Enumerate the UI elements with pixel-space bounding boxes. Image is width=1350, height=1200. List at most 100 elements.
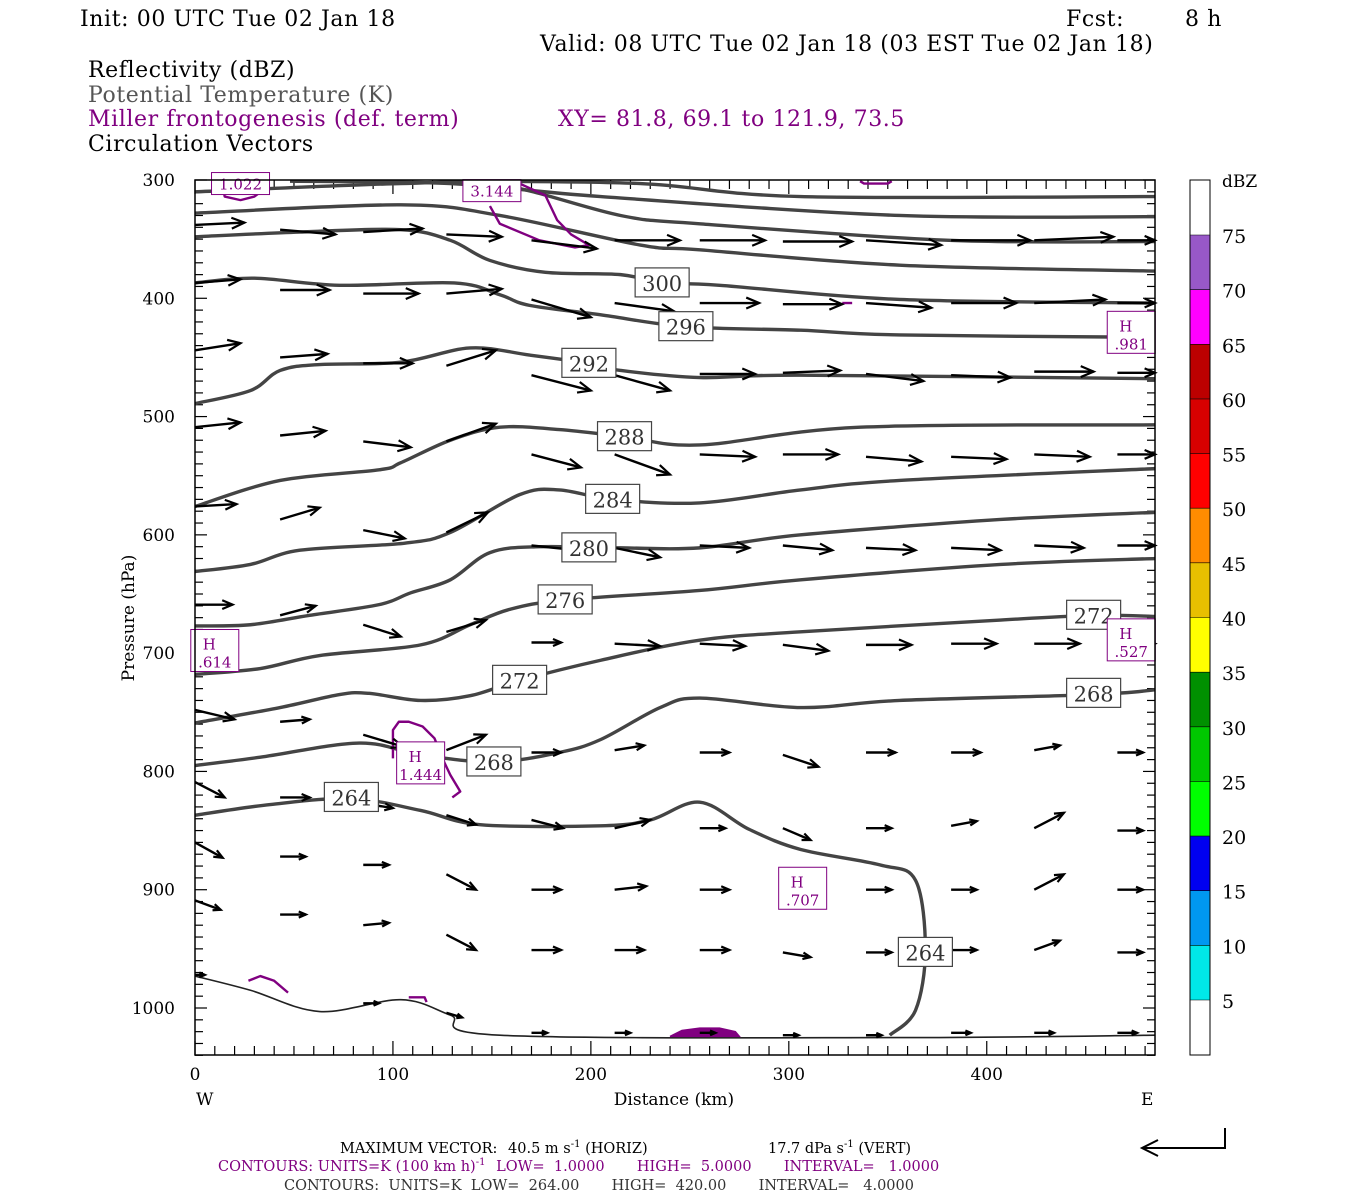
colorbar-label: 60: [1222, 390, 1246, 412]
circulation-vector: [280, 348, 331, 362]
vector-shaft: [194, 708, 235, 721]
y-tick-label: 500: [143, 408, 175, 428]
vector-shaft: [194, 421, 241, 429]
vector-arrowhead: [388, 628, 404, 639]
vector-arrowhead: [304, 603, 319, 614]
circulation-vector: [446, 814, 479, 827]
vector-arrowhead: [553, 821, 566, 831]
vector-shaft: [614, 818, 651, 830]
theta-contour-288: [194, 423, 1156, 509]
vector-arrowhead: [720, 748, 733, 757]
theta-contour-label: 264: [323, 781, 379, 813]
circulation-vector: [865, 372, 927, 386]
circulation-vector: [866, 638, 915, 652]
vector-shaft: [865, 301, 932, 309]
vector-shaft: [1033, 939, 1061, 952]
circulation-vector: [445, 873, 479, 892]
circulation-vector: [782, 297, 846, 311]
vector-arrowhead: [381, 860, 392, 869]
label-box: [585, 483, 641, 514]
circulation-vector: [363, 439, 414, 453]
vector-arrowhead: [583, 240, 600, 254]
circulation-vector: [614, 546, 663, 562]
x-tick-label: 400: [971, 1065, 1003, 1085]
circulation-vector: [1034, 637, 1083, 651]
vector-shaft: [363, 227, 423, 234]
circulation-vector: [445, 733, 489, 752]
vector-arrowhead: [312, 425, 329, 439]
forecast-label: Fcst:: [1066, 7, 1124, 32]
vector-shaft: [782, 951, 811, 959]
circulation-vector: [1034, 230, 1117, 244]
vector-arrowhead: [807, 758, 822, 769]
x-axis-label: Distance (km): [614, 1090, 734, 1110]
vector-shaft: [362, 623, 402, 638]
vector-arrowhead: [972, 748, 984, 757]
circulation-vector: [951, 296, 1020, 310]
colorbar-label: 40: [1222, 609, 1246, 631]
vector-arrowhead: [646, 639, 663, 652]
circulation-vector: [1033, 939, 1063, 952]
vector-arrowhead: [751, 233, 768, 247]
circulation-vector: [1117, 367, 1158, 379]
fronto-units-exponent: -1: [476, 1157, 486, 1168]
circulation-vector: [279, 425, 329, 439]
plot-frame: [194, 179, 1156, 1056]
theta-contour-label: 272: [492, 664, 548, 695]
label-box: [396, 741, 446, 785]
theta-contour-284: [194, 466, 1156, 574]
circulation-vector: [531, 1029, 551, 1037]
circulation-vector: [363, 222, 426, 236]
label-box: [211, 172, 271, 196]
circulation-vector: [446, 347, 499, 367]
vector-arrowhead: [316, 283, 333, 297]
field-reflectivity: Reflectivity (dBZ): [88, 58, 295, 83]
circulation-vector: [279, 505, 323, 521]
circulation-vector: [531, 885, 565, 895]
vector-arrowhead: [917, 300, 935, 314]
colorbar-label: 10: [1222, 936, 1246, 958]
theta-contour-label: 264: [897, 936, 953, 968]
label-box: [1106, 310, 1156, 354]
vector-arrowhead: [828, 297, 846, 311]
circulation-vector: [194, 708, 238, 723]
theta-contour-268: [194, 688, 1156, 768]
circulation-vector: [699, 824, 729, 833]
vector-arrowhead: [745, 296, 762, 310]
vector-arrowhead: [624, 1029, 634, 1037]
circulation-vector: [614, 374, 673, 394]
vector-arrowhead: [474, 511, 491, 524]
y-tick-label: 400: [143, 289, 175, 309]
circulation-vector: [1034, 293, 1109, 307]
x-tick-label: 100: [377, 1065, 409, 1085]
vector-arrowhead: [969, 885, 980, 894]
vector-arrowhead: [307, 505, 323, 517]
vector-shaft: [445, 422, 497, 443]
vector-arrowhead: [1080, 365, 1097, 379]
label-box: [492, 664, 548, 695]
theta-contour-304: [194, 203, 1156, 273]
circulation-vector: [951, 885, 980, 894]
circulation-vector: [951, 370, 1014, 384]
colorbar-label: 50: [1222, 499, 1246, 521]
frontogenesis-label: H1.444: [396, 741, 446, 785]
vector-arrowhead: [221, 599, 236, 611]
vector-shaft: [531, 374, 592, 392]
vector-shaft: [614, 744, 645, 752]
vector-shaft: [614, 546, 661, 559]
theta-contour-308: [194, 179, 1156, 244]
max-horiz-unit: (HORIZ): [585, 1141, 648, 1157]
vector-shaft: [699, 544, 750, 550]
vector-arrowhead: [222, 711, 238, 723]
valid-time: Valid: 08 UTC Tue 02 Jan 18 (03 EST Tue …: [539, 32, 1153, 57]
vector-arrowhead: [884, 948, 895, 957]
vector-arrowhead: [666, 233, 683, 247]
vector-shaft: [445, 511, 489, 534]
vector-shaft: [280, 352, 328, 359]
colorbar-label: 15: [1222, 882, 1246, 904]
contour-labels: 3002962922882842802762722722682682642641…: [190, 172, 1156, 968]
label-text: 288: [604, 426, 644, 450]
colorbar-bin: [1190, 508, 1210, 563]
fronto-range: LOW= 1.0000 HIGH= 5.0000 INTERVAL= 1.000…: [496, 1159, 939, 1175]
vector-shaft: [699, 642, 746, 648]
